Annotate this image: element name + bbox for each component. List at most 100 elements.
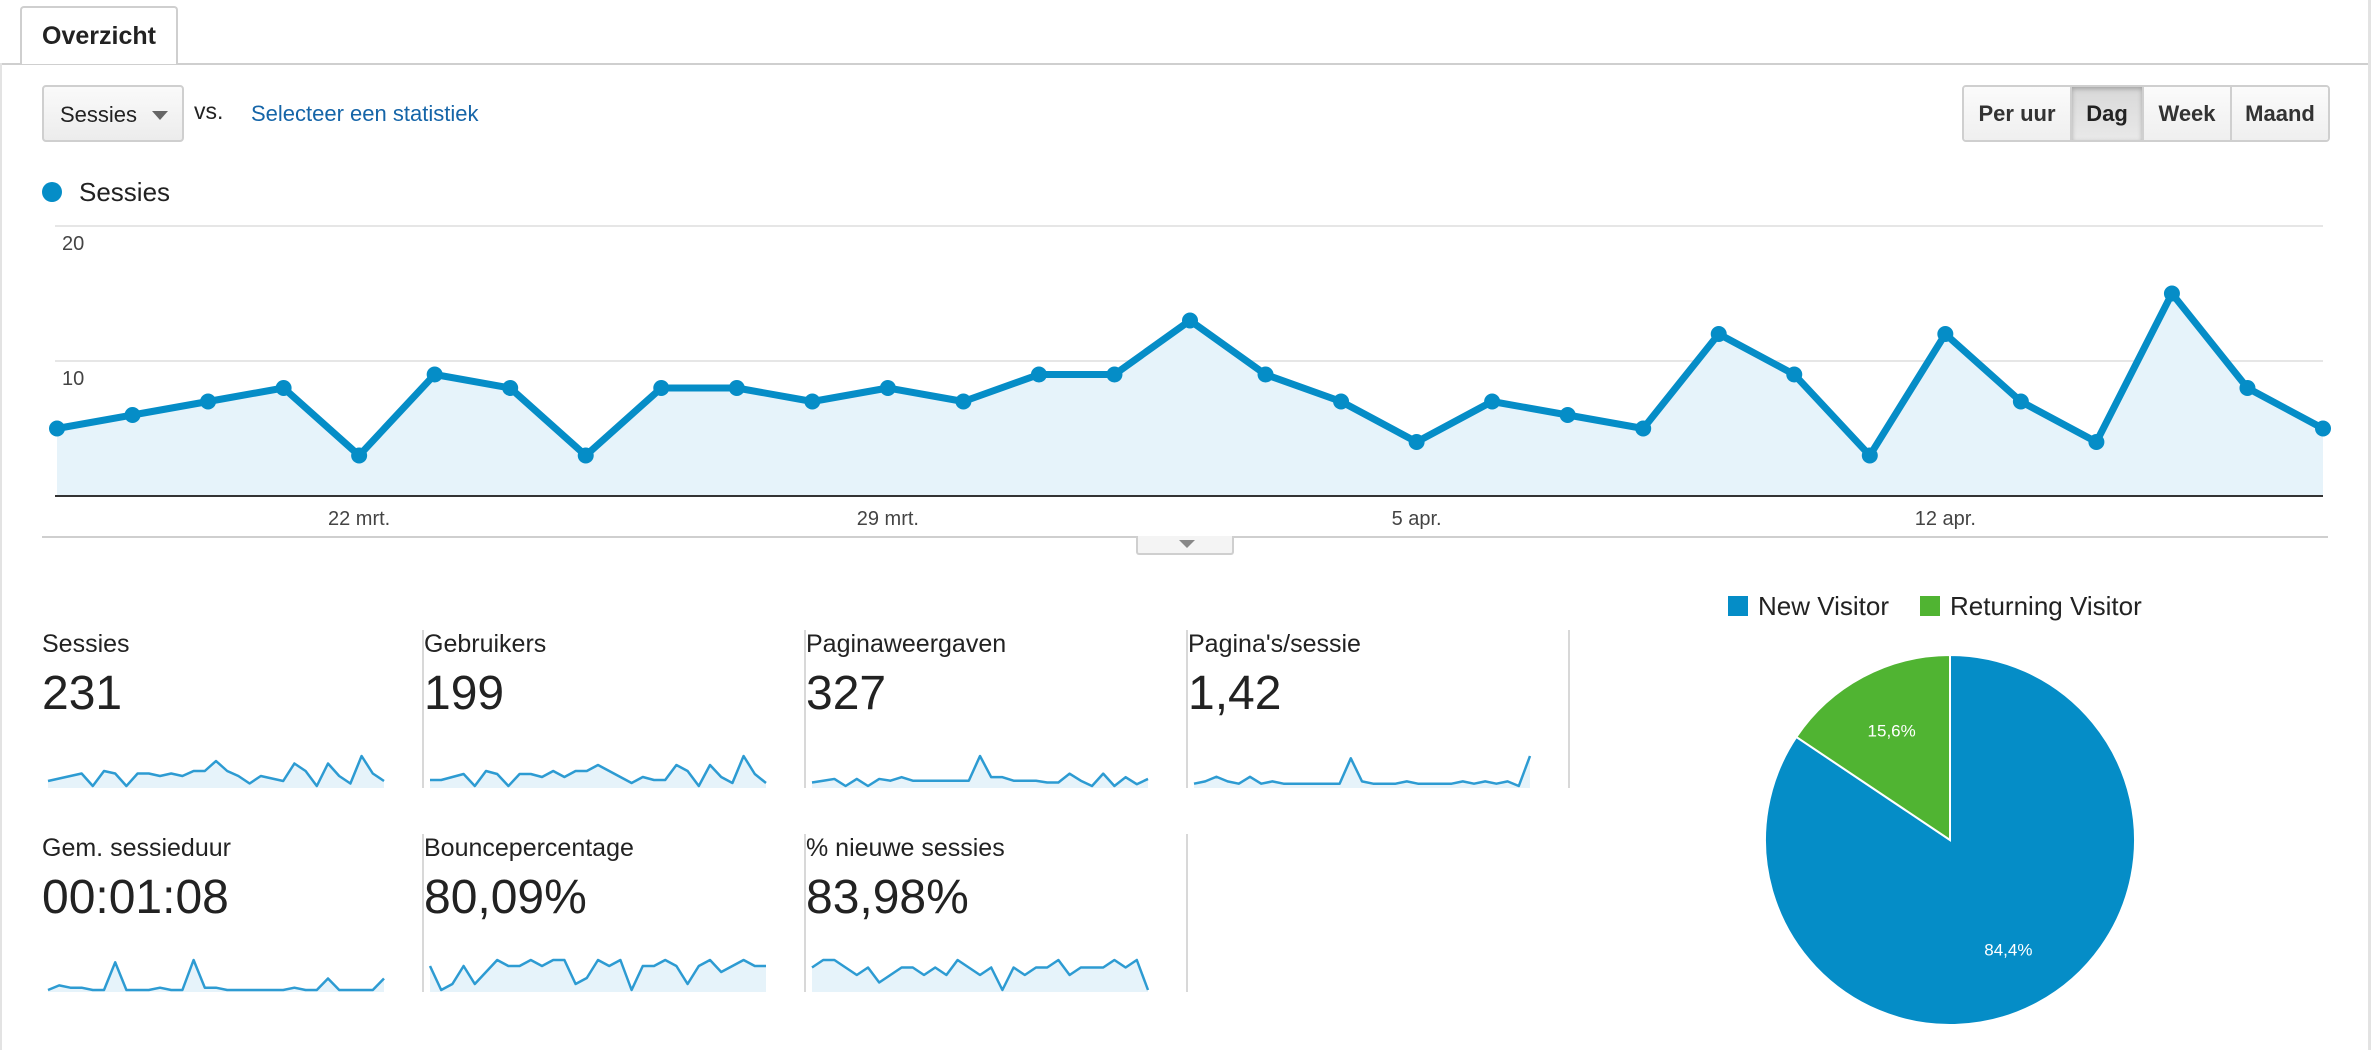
metric-card[interactable]: Bouncepercentage 80,09% — [424, 834, 806, 992]
pie-legend-label: New Visitor — [1758, 590, 1890, 621]
data-point — [804, 393, 821, 410]
metric-card[interactable]: Gem. sessieduur 00:01:08 — [42, 834, 424, 992]
series-legend-label[interactable]: Sessies — [79, 177, 171, 207]
data-point — [955, 393, 972, 410]
data-point — [1861, 447, 1878, 464]
metric-card[interactable]: Gebruikers 199 — [424, 630, 806, 788]
series-area — [57, 293, 2323, 496]
pie-legend-returning-visitor[interactable]: Returning Visitor — [1920, 590, 2142, 622]
card-divider — [804, 834, 806, 992]
card-divider — [1186, 630, 1188, 788]
granularity-selector: Per uur Dag Week Maand — [1962, 85, 2330, 142]
metric-label: Pagina's/sessie — [1188, 630, 1361, 658]
series-legend-dot — [42, 182, 62, 202]
pie-slice — [1794, 653, 1951, 842]
data-point — [502, 380, 519, 396]
legend-swatch — [1920, 596, 1940, 616]
sparkline-line — [811, 754, 1149, 788]
sparkline-line — [1193, 755, 1532, 788]
data-point — [1333, 393, 1350, 410]
data-point — [728, 380, 745, 396]
sparkline-line — [811, 958, 1150, 992]
x-tick-label: 29 mrt. — [857, 508, 919, 530]
data-point — [1786, 366, 1803, 383]
data-point — [1635, 420, 1652, 437]
chart-collapse-handle[interactable] — [1136, 536, 1234, 555]
sparkline-line — [47, 754, 385, 788]
granularity-hourly-button[interactable]: Per uur — [1964, 87, 2072, 140]
sparkline — [1193, 755, 1532, 788]
sparkline-area — [430, 960, 766, 992]
data-point — [124, 407, 141, 423]
data-point — [200, 393, 217, 410]
y-tick-label: 10 — [62, 368, 84, 390]
granularity-day-button[interactable]: Dag — [2072, 87, 2144, 140]
data-point — [1408, 434, 1425, 450]
sparkline — [430, 754, 767, 788]
x-tick-label: 22 mrt. — [328, 508, 390, 530]
sparkline-line — [428, 958, 766, 992]
metric-card[interactable]: Pagina's/sessie 1,42 — [1188, 630, 1570, 788]
metric-select[interactable]: Sessies — [42, 85, 184, 142]
pie-legend-label: Returning Visitor — [1950, 590, 2142, 621]
sparkline — [47, 754, 385, 788]
metric-value: 199 — [424, 667, 505, 720]
metric-value: 231 — [42, 667, 123, 720]
data-point — [1182, 312, 1198, 329]
data-point — [1710, 326, 1727, 342]
card-divider — [804, 630, 806, 788]
metric-card[interactable]: Sessies 231 — [42, 630, 424, 788]
data-point — [1937, 326, 1954, 342]
data-point — [1106, 366, 1123, 383]
sparkline — [428, 958, 766, 992]
pie-slice-label: 84,4% — [1984, 940, 2032, 959]
legend-swatch — [1728, 596, 1748, 616]
pie-legend-new-visitor[interactable]: New Visitor — [1728, 590, 1889, 622]
tab-overview[interactable]: Overzicht — [20, 6, 178, 64]
vs-label: vs. — [194, 98, 224, 124]
metric-value: 80,09% — [424, 871, 587, 924]
data-point — [1559, 407, 1576, 423]
sparkline — [811, 754, 1149, 788]
card-divider — [422, 630, 424, 788]
metric-label: Gem. sessieduur — [42, 834, 231, 862]
data-point — [1484, 393, 1501, 410]
metric-card[interactable]: Paginaweergaven 327 — [806, 630, 1188, 788]
card-divider — [1568, 630, 1570, 788]
metric-label: Paginaweergaven — [806, 630, 1007, 658]
panel-left-border — [0, 63, 2, 1050]
data-point — [2088, 434, 2105, 450]
data-point — [275, 380, 292, 396]
visitor-type-pie-chart: 84,4% 15,6% — [1764, 653, 2136, 1026]
data-point — [653, 380, 670, 396]
data-point — [1030, 366, 1047, 383]
sparkline — [47, 958, 385, 992]
metric-label: Sessies — [42, 630, 130, 658]
x-tick-label: 5 apr. — [1392, 508, 1442, 530]
metric-label: Gebruikers — [424, 630, 547, 658]
metric-card[interactable]: % nieuwe sessies 83,98% — [806, 834, 1188, 992]
chevron-down-icon — [1179, 540, 1195, 548]
tab-underline-cover — [22, 60, 172, 64]
metric-value: 00:01:08 — [42, 871, 229, 924]
metric-value: 83,98% — [806, 871, 969, 924]
select-metric-link[interactable]: Selecteer een statistiek — [251, 101, 479, 126]
data-point — [879, 380, 896, 396]
sparkline — [811, 958, 1150, 992]
data-point — [577, 447, 594, 464]
data-point — [1257, 366, 1274, 383]
sparkline-line — [47, 958, 385, 992]
granularity-week-button[interactable]: Week — [2144, 87, 2232, 140]
sessions-line-chart: 20 10 22 mrt. 29 mrt. 5 apr. 12 apr. — [42, 225, 2331, 538]
y-tick-label: 20 — [62, 233, 84, 255]
card-divider — [1186, 834, 1188, 992]
card-divider — [422, 834, 424, 992]
data-point — [426, 366, 443, 383]
metric-select-value: Sessies — [60, 102, 138, 127]
granularity-month-button[interactable]: Maand — [2232, 87, 2328, 140]
data-point — [49, 420, 65, 437]
metric-label: % nieuwe sessies — [806, 834, 1005, 862]
data-point — [2239, 380, 2256, 396]
data-point — [351, 447, 368, 464]
sparkline-line — [430, 754, 767, 788]
